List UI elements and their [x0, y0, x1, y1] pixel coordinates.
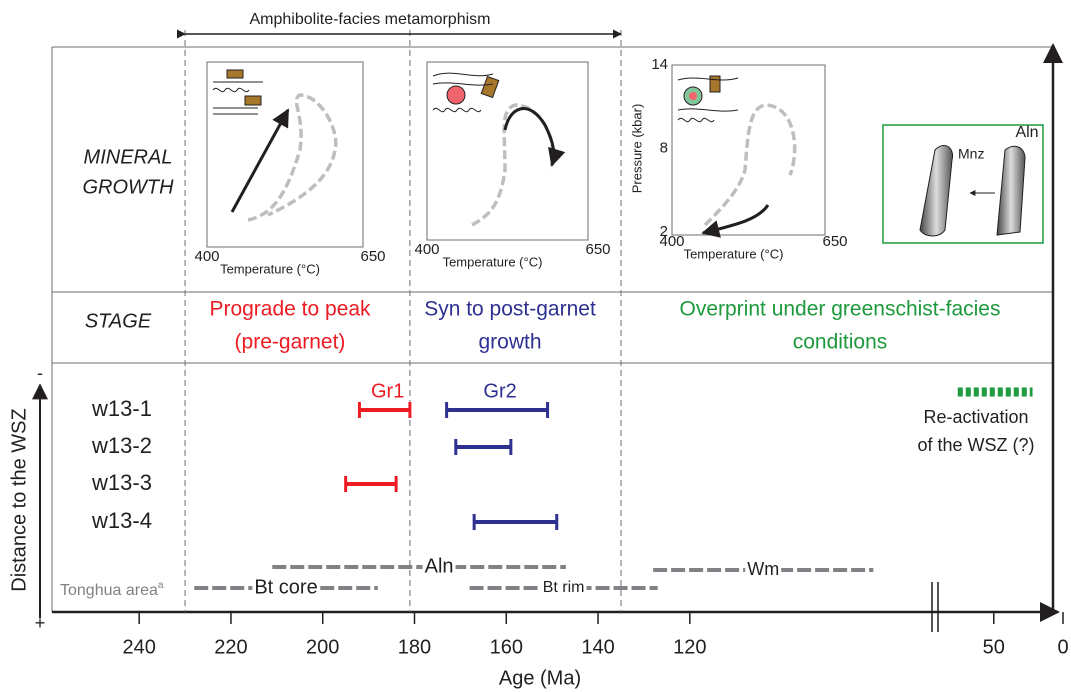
y-axis-label: Distance to the WSZ [8, 408, 30, 591]
mineral-label: Bt rim [543, 579, 585, 596]
category-label: w13-3 [91, 470, 152, 495]
row-label: GROWTH [82, 176, 174, 198]
reactivation-label: Re-activation [923, 407, 1028, 427]
mineral-label: Aln [425, 555, 454, 577]
pt-y-tick-label: 14 [651, 56, 668, 73]
pt-x-tick-label: 650 [360, 248, 385, 265]
label-bg [252, 584, 320, 592]
x-tick-label: 0 [1057, 636, 1068, 658]
pt-panel [671, 64, 826, 238]
stage-label: Syn to post-garnet [424, 298, 596, 321]
pt-x-tick-label: 400 [659, 233, 684, 250]
stage-label: Prograde to peak [209, 298, 371, 321]
top-annotation: Amphibolite-facies metamorphism [250, 11, 491, 28]
pt-y-tick-label: 2 [660, 223, 668, 240]
pt-x-label: Temperature (°C) [443, 254, 543, 269]
stage-label: (pre-garnet) [235, 331, 346, 354]
inset-label: Aln [1015, 124, 1038, 141]
area-label-text: Tonghua area [60, 582, 158, 599]
row-label: MINERAL [84, 146, 173, 168]
pt-x-tick-label: 650 [585, 241, 610, 258]
series-label: Gr2 [483, 380, 516, 402]
label-bg [745, 566, 782, 574]
category-label: w13-1 [91, 396, 152, 421]
pt-panel [206, 61, 364, 248]
mineral-label: Bt core [254, 576, 317, 598]
x-tick-label: 200 [306, 636, 339, 658]
area-label-note: a [158, 580, 164, 591]
x-tick-label: 240 [122, 636, 155, 658]
x-tick-label: 180 [398, 636, 431, 658]
y-axis-end: - [37, 363, 43, 383]
x-tick-label: 120 [673, 636, 706, 658]
pt-x-tick-label: 400 [414, 241, 439, 258]
stage-label: Overprint under greenschist-facies [680, 298, 1001, 321]
reactivation-label: of the WSZ (?) [917, 435, 1034, 455]
y-axis-end: + [35, 613, 46, 633]
x-tick-label: 220 [214, 636, 247, 658]
label-bg [422, 563, 456, 571]
stage-label: conditions [793, 331, 888, 354]
category-label: w13-2 [91, 433, 152, 458]
series-label: Gr1 [371, 380, 404, 402]
pt-y-label: Pressure (kbar) [629, 104, 644, 194]
mineral-label: Wm [747, 559, 779, 579]
range-bars [344, 402, 559, 530]
pt-x-label: Temperature (°C) [684, 246, 784, 261]
frame [51, 46, 1053, 612]
x-tick-label: 160 [490, 636, 523, 658]
category-label: w13-4 [91, 508, 152, 533]
pt-x-label: Temperature (°C) [220, 261, 320, 276]
row-label: STAGE [85, 310, 152, 332]
area-label: Tonghua areaa [60, 580, 164, 600]
pt-x-tick-label: 650 [822, 233, 847, 250]
inset-label: Mnz [958, 146, 984, 162]
pt-y-tick-label: 8 [660, 139, 668, 156]
inset: Mnz Aln [882, 124, 1044, 244]
x-tick-label: 140 [581, 636, 614, 658]
x-axis-label: Age (Ma) [499, 667, 581, 689]
pt-panel [426, 61, 589, 241]
x-tick-label: 50 [983, 636, 1005, 658]
label-bg [540, 584, 587, 592]
stage-label: growth [478, 331, 541, 354]
pt-x-tick-label: 400 [194, 248, 219, 265]
